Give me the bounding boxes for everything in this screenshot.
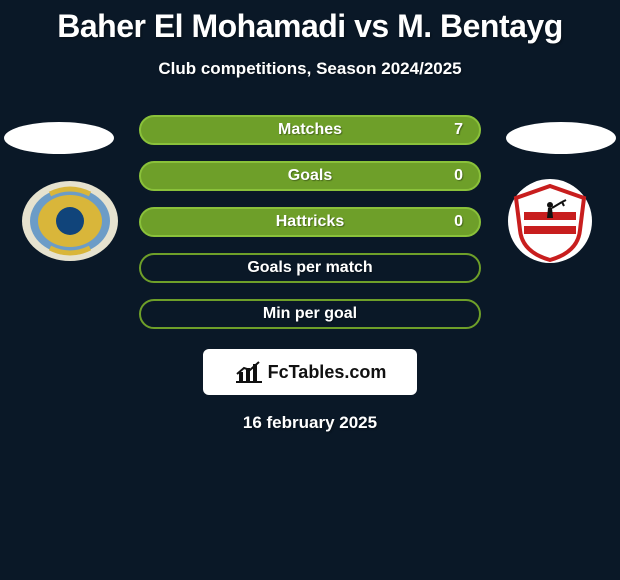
stat-label: Hattricks [276,213,344,231]
club-crest-right [500,178,600,264]
date: 16 february 2025 [0,413,620,433]
stat-row: Hattricks 0 [139,207,481,237]
stat-label: Matches [278,121,342,139]
stat-label: Goals [288,167,332,185]
stat-row: Goals 0 [139,161,481,191]
player-right-oval [506,122,616,154]
comparison-card: Baher El Mohamadi vs M. Bentayg Club com… [0,0,620,580]
stat-value: 7 [454,121,463,139]
stat-row: Matches 7 [139,115,481,145]
stat-label: Min per goal [263,305,357,323]
stat-row: Min per goal [139,299,481,329]
player-left-oval [4,122,114,154]
watermark-text: FcTables.com [268,362,387,383]
subtitle: Club competitions, Season 2024/2025 [0,59,620,79]
stat-value: 0 [454,213,463,231]
page-title: Baher El Mohamadi vs M. Bentayg [0,0,620,45]
watermark[interactable]: FcTables.com [203,349,417,395]
stat-row: Goals per match [139,253,481,283]
stat-value: 0 [454,167,463,185]
stat-label: Goals per match [247,259,372,277]
club-crest-left [20,178,120,264]
chart-icon [234,360,264,384]
